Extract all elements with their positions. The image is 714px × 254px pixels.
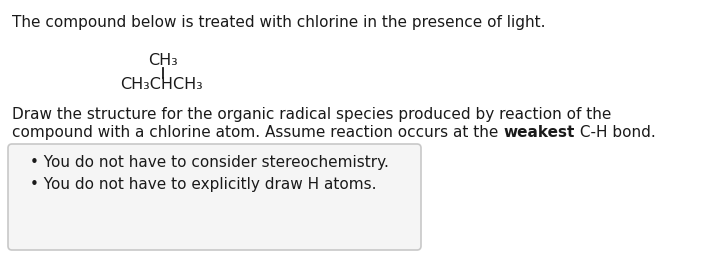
- Text: Draw the structure for the organic radical species produced by reaction of the: Draw the structure for the organic radic…: [12, 107, 611, 121]
- Text: • You do not have to consider stereochemistry.: • You do not have to consider stereochem…: [30, 154, 389, 169]
- Text: CH₃: CH₃: [148, 53, 178, 68]
- Text: CH₃CHCH₃: CH₃CHCH₃: [120, 77, 203, 92]
- FancyBboxPatch shape: [8, 145, 421, 250]
- Text: • You do not have to explicitly draw H atoms.: • You do not have to explicitly draw H a…: [30, 176, 376, 191]
- Text: compound with a chlorine atom. Assume reaction occurs at the: compound with a chlorine atom. Assume re…: [12, 124, 503, 139]
- Text: weakest: weakest: [503, 124, 575, 139]
- Text: The compound below is treated with chlorine in the presence of light.: The compound below is treated with chlor…: [12, 15, 545, 30]
- Text: C-H bond.: C-H bond.: [575, 124, 655, 139]
